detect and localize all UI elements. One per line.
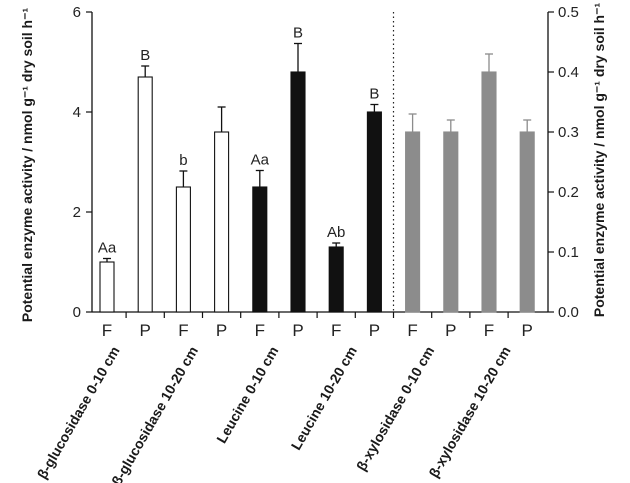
right-tick-label: 0.4: [558, 64, 579, 81]
bar: [366, 111, 382, 313]
bar: [214, 131, 230, 313]
bar: [443, 131, 459, 313]
category-label: P: [445, 321, 456, 340]
category-label: F: [102, 321, 112, 340]
group-label: β-xylosidase 10-20 cm: [426, 344, 514, 481]
left-tick-label: 6: [73, 4, 81, 21]
left-axis-title: Potential enzyme activity / nmol g⁻¹ dry…: [19, 8, 35, 323]
significance-letter: B: [293, 25, 303, 42]
category-label: F: [178, 321, 188, 340]
category-label: P: [292, 321, 303, 340]
group-label: Leucine 10-20 cm: [288, 344, 360, 453]
significance-letter: b: [179, 152, 187, 169]
significance-letter: Ab: [327, 224, 345, 241]
bar: [328, 246, 344, 313]
group-label: β-xylosidase 0-10 cm: [353, 344, 437, 474]
left-tick-label: 4: [73, 104, 81, 121]
right-axis-title: Potential enzyme activity / nmol g⁻¹ dry…: [591, 3, 607, 318]
bar: [137, 76, 153, 313]
bar: [99, 261, 115, 313]
category-label: P: [522, 321, 533, 340]
bar: [405, 131, 421, 313]
bar: [481, 71, 497, 313]
category-label: F: [331, 321, 341, 340]
category-label: P: [140, 321, 151, 340]
left-tick-label: 0: [73, 304, 81, 321]
bar: [252, 186, 268, 313]
significance-letter: Aa: [98, 240, 117, 257]
category-label: F: [255, 321, 265, 340]
bar: [519, 131, 535, 313]
category-label: F: [484, 321, 494, 340]
right-tick-label: 0.3: [558, 124, 579, 141]
group-label: β-glucosidase 0-10 cm: [34, 344, 123, 482]
group-label: Leucine 0-10 cm: [213, 344, 281, 446]
group-label: β-glucosidase 10-20 cm: [108, 344, 201, 483]
significance-letter: Aa: [251, 152, 270, 169]
bar: [290, 71, 306, 313]
bar: [175, 186, 191, 313]
category-label: P: [216, 321, 227, 340]
right-tick-label: 0.2: [558, 184, 579, 201]
significance-letter: B: [369, 86, 379, 103]
significance-letter: B: [140, 47, 150, 64]
plot-area: 0 2 4 6 0.0 0.1 0.2 0.3 0.4 0.5 Aa F B Pb F P Aa F B P Ab F B P…: [34, 4, 579, 483]
category-label: P: [369, 321, 380, 340]
right-tick-label: 0.1: [558, 244, 579, 261]
right-tick-label: 0.5: [558, 4, 579, 21]
right-tick-label: 0.0: [558, 304, 579, 321]
left-tick-label: 2: [73, 204, 81, 221]
category-label: F: [407, 321, 417, 340]
